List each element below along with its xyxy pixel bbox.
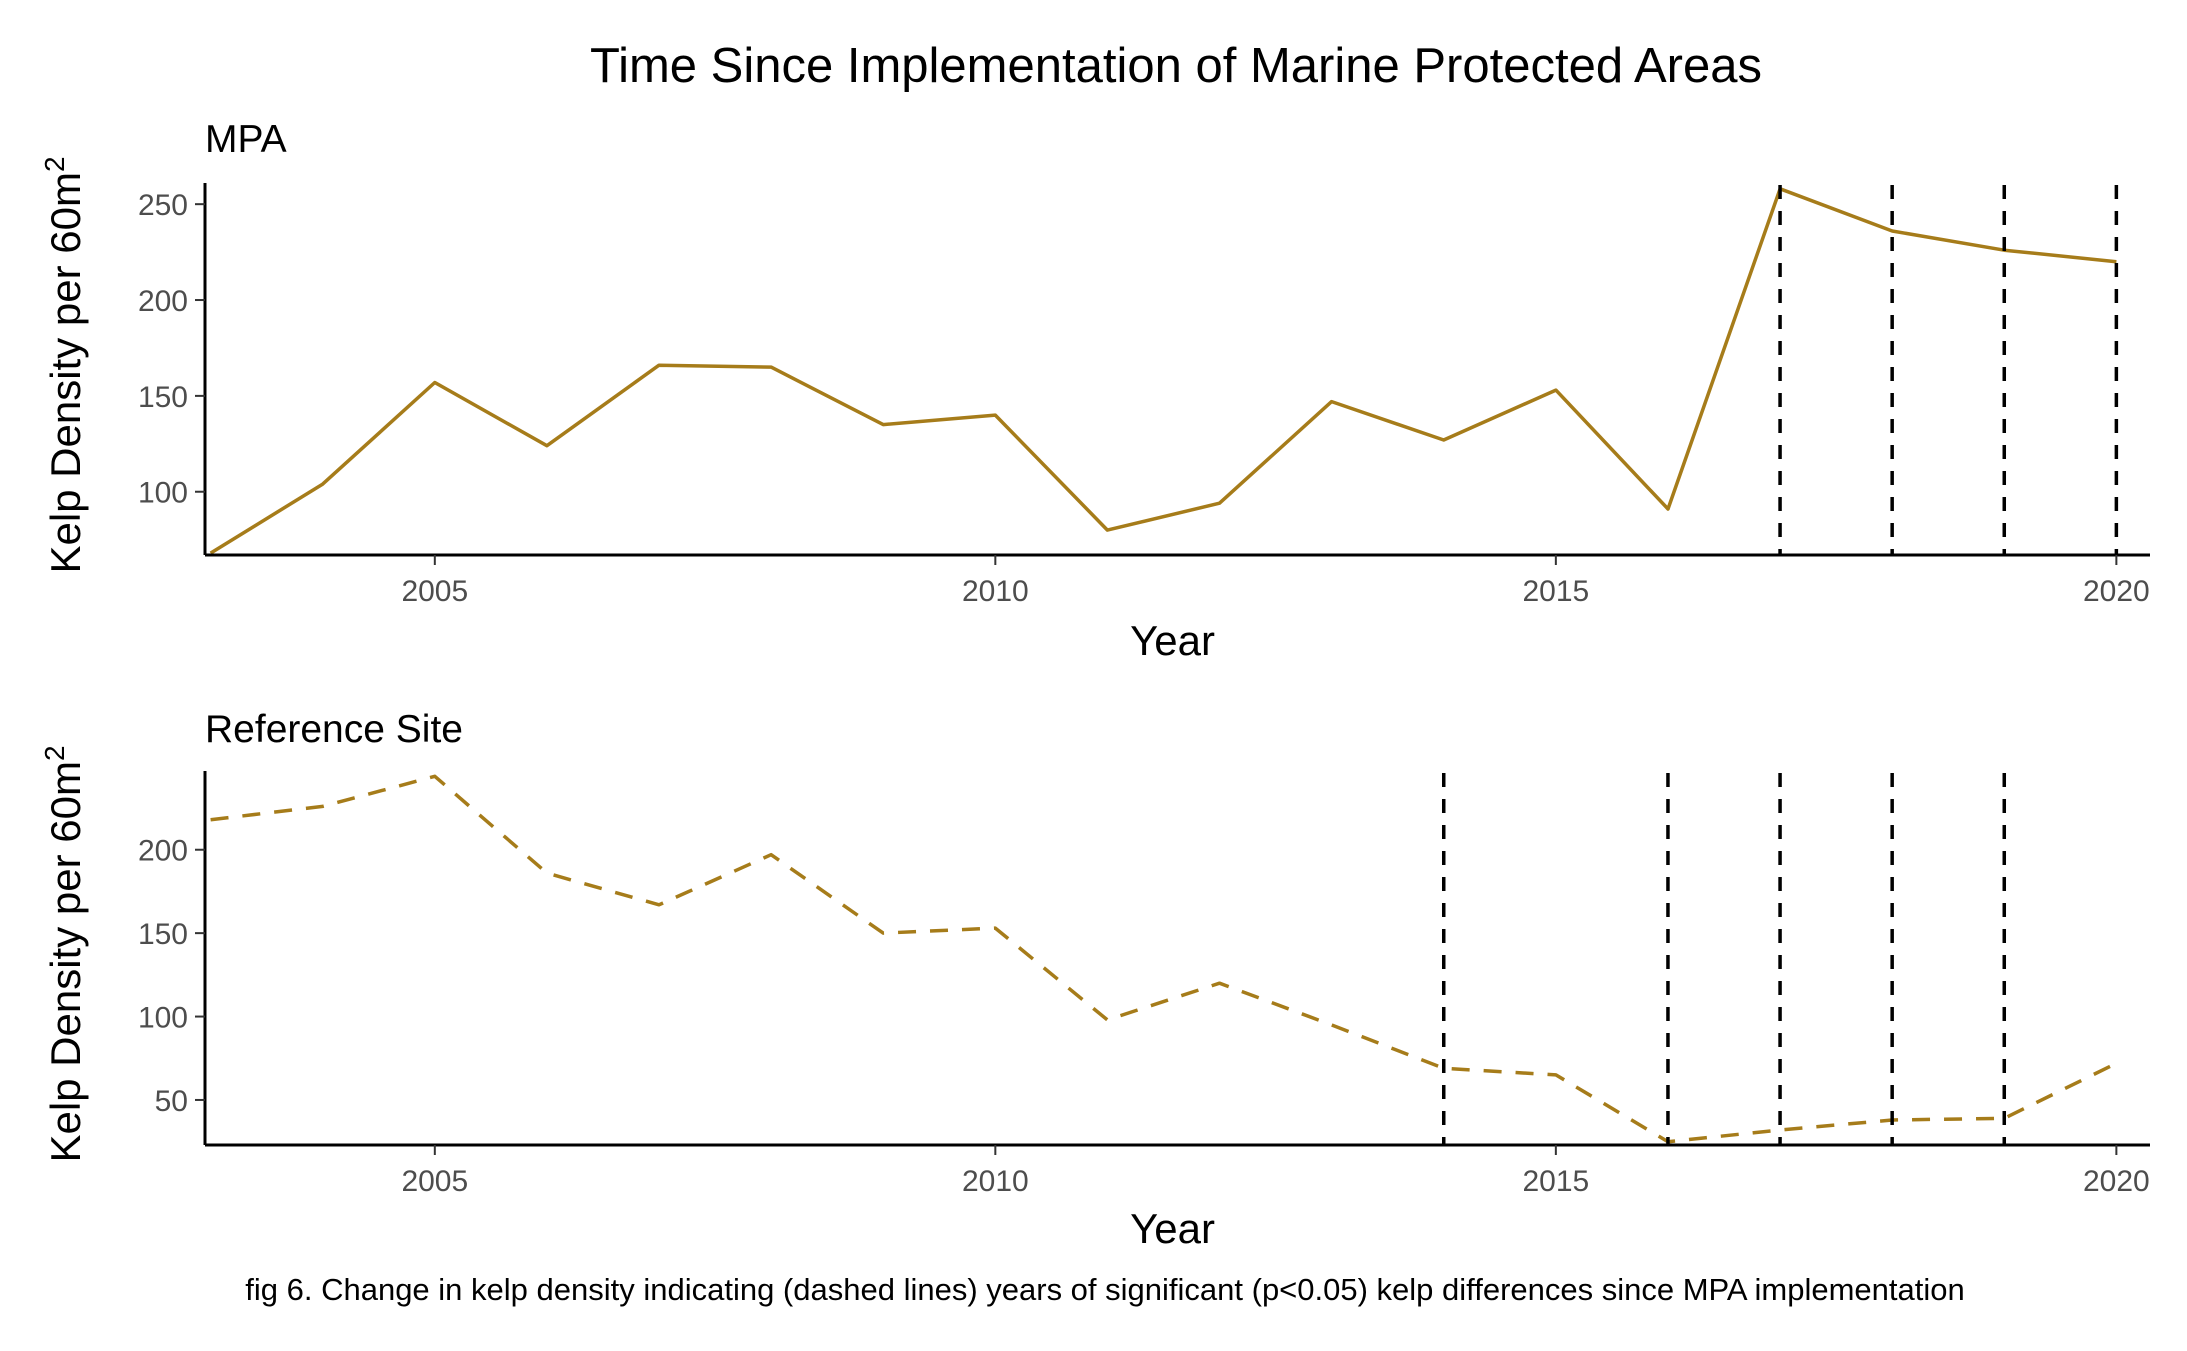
y-tick-label: 200 <box>138 835 188 868</box>
y-tick-label: 100 <box>138 477 188 510</box>
y-axis-label: Kelp Density per 60m2 <box>39 156 89 573</box>
data-point <box>1553 1072 1559 1078</box>
x-axis-label: Year <box>1130 617 1215 664</box>
data-point <box>1104 1017 1110 1023</box>
data-point <box>432 379 438 385</box>
panel-mpa: MPA 2005 2010 2015 2020 100 150 200 250 Year Kelp … <box>39 118 2150 664</box>
data-point <box>208 817 214 823</box>
chart-title: Time Since Implementation of Marine Prot… <box>590 39 1762 93</box>
data-point <box>320 481 326 487</box>
data-point <box>1104 527 1110 533</box>
data-point <box>1329 399 1335 405</box>
data-point <box>768 364 774 370</box>
data-point <box>1889 228 1895 234</box>
figure-caption: fig 6. Change in kelp density indicating… <box>245 1272 1964 1307</box>
series-line <box>210 774 2118 1144</box>
panel-title: MPA <box>205 118 287 161</box>
x-axis-label: Year <box>1130 1205 1215 1252</box>
y-axis-label: Kelp Density per 60m2 <box>39 745 89 1162</box>
data-point <box>656 362 662 368</box>
panel-reference-site: Reference Site 2005 2010 2015 2020 50 100 150 20… <box>39 708 2150 1252</box>
data-point <box>880 930 886 936</box>
data-point <box>1217 500 1223 506</box>
x-tick-label: 2015 <box>1522 1165 1589 1198</box>
y-tick-label: 150 <box>138 918 188 951</box>
x-tick-label: 2015 <box>1522 575 1589 608</box>
data-point <box>1329 1022 1335 1028</box>
x-tick-label: 2010 <box>962 1165 1029 1198</box>
data-point <box>656 902 662 908</box>
data-point <box>1665 506 1671 512</box>
series-line <box>209 187 2117 555</box>
data-point <box>1777 1127 1783 1133</box>
data-point <box>2113 1060 2119 1066</box>
data-point <box>880 422 886 428</box>
data-point <box>320 803 326 809</box>
y-tick-label: 50 <box>155 1085 188 1118</box>
data-point <box>432 773 438 779</box>
data-point <box>1553 387 1559 393</box>
y-tick-label: 250 <box>138 189 188 222</box>
x-tick-label: 2020 <box>2083 575 2150 608</box>
panel-title: Reference Site <box>205 708 463 751</box>
data-point <box>544 443 550 449</box>
y-tick-label: 200 <box>138 285 188 318</box>
data-point <box>992 412 998 418</box>
data-point <box>544 870 550 876</box>
y-tick-label: 150 <box>138 381 188 414</box>
data-point <box>768 852 774 858</box>
data-point <box>1441 437 1447 443</box>
x-tick-label: 2010 <box>962 575 1029 608</box>
x-tick-label: 2020 <box>2083 1165 2150 1198</box>
x-tick-label: 2005 <box>401 575 468 608</box>
data-point <box>992 925 998 931</box>
y-tick-label: 100 <box>138 1002 188 1035</box>
data-point <box>1217 980 1223 986</box>
x-tick-label: 2005 <box>401 1165 468 1198</box>
